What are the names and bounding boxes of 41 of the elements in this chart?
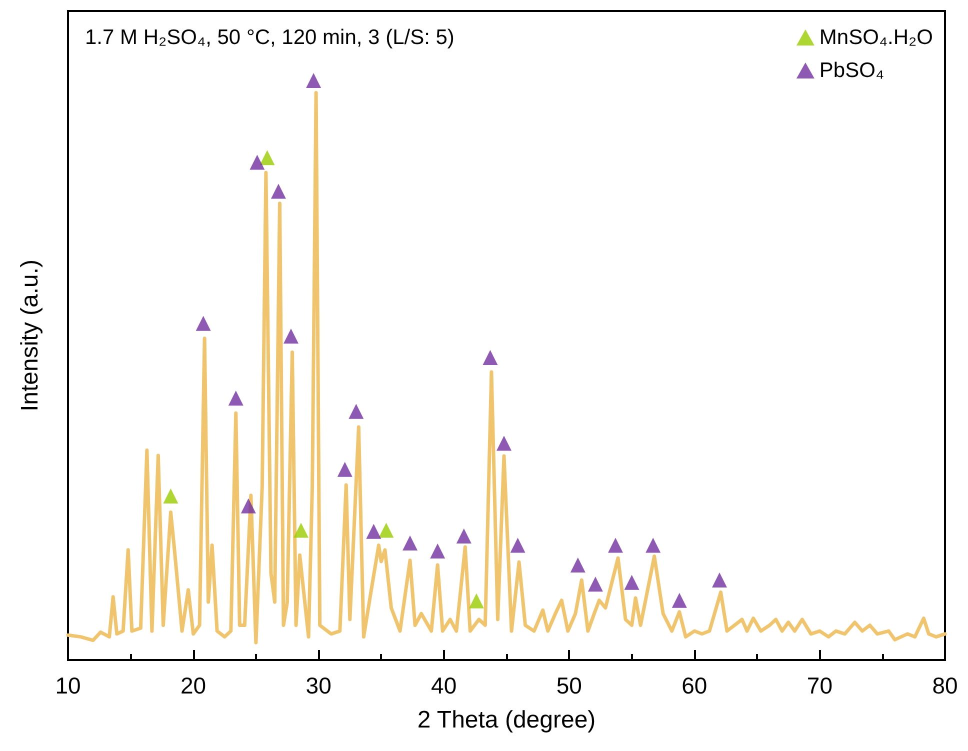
point (588, 576, 603, 592)
point (378, 522, 394, 538)
x-tick-label: 80 (932, 672, 958, 698)
point (646, 538, 661, 553)
point (228, 390, 244, 406)
legend-label: PbSO₄ (819, 59, 884, 82)
x-tick-label: 50 (556, 672, 582, 698)
point (270, 184, 286, 199)
point (163, 488, 178, 504)
x-tick-label: 70 (806, 672, 833, 698)
y-axis-title: Intensity (a.u.) (16, 259, 44, 412)
point (402, 535, 418, 550)
point (348, 404, 364, 419)
point (482, 350, 498, 366)
x-tick-label: 20 (180, 672, 206, 698)
point (196, 316, 211, 331)
x-tick-label: 10 (55, 672, 81, 698)
x-tick-label: 60 (682, 672, 708, 698)
x-tick-label: 40 (431, 672, 457, 698)
point (712, 572, 727, 588)
point (430, 544, 446, 559)
point (672, 592, 687, 608)
legend-label: MnSO₄.H₂O (819, 26, 934, 49)
point (608, 538, 623, 553)
point (366, 524, 382, 539)
point (468, 593, 484, 608)
point (284, 328, 299, 344)
x-tick-label: 30 (306, 672, 332, 698)
point (624, 574, 640, 590)
chart-title: 1.7 M H₂SO₄, 50 °C, 120 min, 3 (L/S: 5) (85, 26, 454, 49)
point (510, 538, 526, 553)
x-axis-title: 2 Theta (degree) (417, 706, 596, 734)
point (294, 522, 309, 538)
point (250, 154, 265, 170)
point (456, 528, 472, 544)
point (306, 73, 322, 88)
point (240, 498, 256, 514)
point (337, 462, 352, 477)
point (570, 557, 586, 572)
point (496, 436, 512, 451)
point (260, 150, 275, 166)
